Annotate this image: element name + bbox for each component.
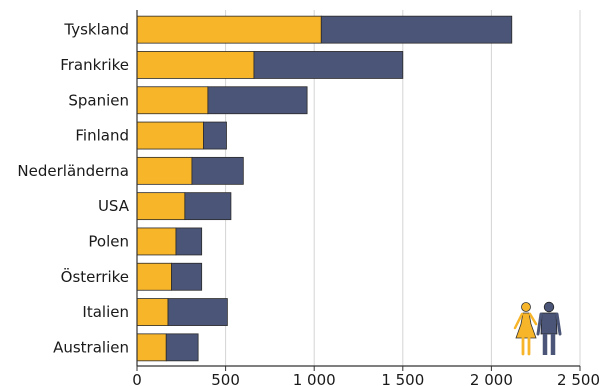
bar-segment-men bbox=[171, 262, 203, 291]
man-icon bbox=[536, 301, 562, 355]
bar-segment-women bbox=[136, 156, 193, 185]
bar-segment-women bbox=[136, 298, 169, 326]
x-tick-labels: 0 500 1 000 1 500 2 000 2 500 bbox=[132, 366, 600, 386]
bar-segment-women bbox=[136, 192, 186, 221]
bar-segment-men bbox=[165, 333, 199, 362]
category-label: Nederländerna bbox=[17, 162, 129, 180]
x-tick-label: 0 bbox=[132, 371, 142, 386]
category-label: USA bbox=[98, 197, 130, 215]
category-label: Australien bbox=[53, 338, 129, 356]
bar-segment-men bbox=[184, 192, 232, 221]
bar-segment-women bbox=[136, 15, 322, 44]
bar-segment-women bbox=[136, 333, 167, 362]
woman-icon bbox=[513, 302, 538, 356]
legend-icons bbox=[513, 301, 562, 356]
category-label: Österrike bbox=[61, 267, 129, 286]
bar-segment-men bbox=[167, 298, 228, 326]
x-tick-label: 2 500 bbox=[557, 371, 600, 386]
bar-segment-women bbox=[136, 227, 177, 256]
bar-segment-men bbox=[253, 51, 404, 79]
category-label: Polen bbox=[88, 232, 129, 250]
axes bbox=[136, 10, 580, 367]
bar-segment-men bbox=[191, 156, 244, 185]
bar-segment-men bbox=[203, 121, 227, 150]
bar-segment-women bbox=[136, 121, 204, 150]
bar-segment-men bbox=[207, 86, 308, 115]
bar-segment-men bbox=[175, 227, 203, 256]
category-label: Frankrike bbox=[60, 56, 129, 74]
x-tick-label: 2 000 bbox=[470, 371, 513, 386]
category-label: Finland bbox=[75, 127, 129, 145]
x-tick-label: 500 bbox=[211, 371, 240, 386]
bar-segment-women bbox=[136, 51, 255, 79]
bar-segment-women bbox=[136, 262, 172, 291]
category-labels: Tyskland Frankrike Spanien Finland Nederländ… bbox=[17, 21, 129, 357]
category-label: Spanien bbox=[68, 91, 129, 109]
category-label: Tyskland bbox=[63, 21, 129, 39]
bars bbox=[136, 15, 513, 362]
bar-segment-women bbox=[136, 86, 209, 115]
category-label: Italien bbox=[82, 303, 129, 321]
bar-segment-men bbox=[320, 15, 513, 44]
x-tick-label: 1 500 bbox=[381, 371, 424, 386]
x-tick-label: 1 000 bbox=[293, 371, 336, 386]
